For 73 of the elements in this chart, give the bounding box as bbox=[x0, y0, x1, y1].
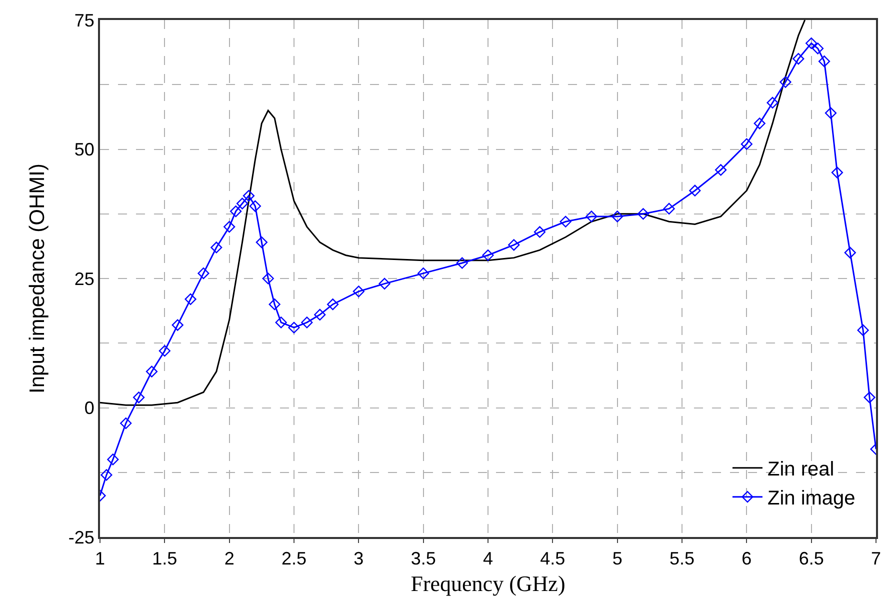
y-tick-label: 0 bbox=[84, 398, 94, 418]
point bbox=[637, 208, 649, 220]
point bbox=[327, 298, 339, 310]
point bbox=[314, 308, 326, 320]
x-tick-label: 2.5 bbox=[281, 548, 307, 569]
point bbox=[275, 316, 287, 328]
point bbox=[224, 221, 236, 233]
point bbox=[818, 56, 830, 68]
point bbox=[230, 205, 242, 218]
point bbox=[824, 107, 837, 119]
point bbox=[586, 210, 598, 222]
point bbox=[158, 345, 170, 357]
x-tick-label: 2 bbox=[224, 548, 234, 569]
x-tick-label: 7 bbox=[870, 548, 882, 569]
point bbox=[352, 286, 364, 298]
point bbox=[482, 249, 494, 262]
point bbox=[715, 164, 727, 176]
x-tick-label: 5.5 bbox=[669, 548, 695, 569]
x-tick-label: 4 bbox=[482, 548, 494, 569]
point bbox=[534, 226, 546, 238]
point bbox=[107, 454, 119, 466]
x-tick-label: 6 bbox=[742, 548, 752, 569]
point bbox=[508, 239, 520, 251]
point bbox=[198, 268, 210, 280]
x-tick-label: 4.5 bbox=[540, 548, 566, 569]
point bbox=[100, 469, 112, 481]
x-tick-label: 3 bbox=[354, 548, 364, 569]
x-tick-label: 1 bbox=[94, 548, 106, 569]
point bbox=[780, 76, 792, 88]
point bbox=[184, 293, 196, 305]
point bbox=[418, 268, 430, 280]
y-tick-label: 50 bbox=[74, 140, 94, 160]
point bbox=[792, 52, 804, 65]
x-tick-label: 6.5 bbox=[798, 548, 824, 569]
point bbox=[301, 316, 313, 328]
point bbox=[831, 166, 843, 178]
point bbox=[844, 246, 856, 258]
point bbox=[812, 42, 824, 54]
legend-label: Zin image bbox=[767, 488, 856, 510]
point bbox=[133, 392, 145, 404]
point bbox=[560, 216, 572, 228]
point bbox=[456, 257, 468, 269]
point bbox=[689, 184, 701, 196]
point bbox=[378, 278, 390, 290]
y-tick-label: 75 bbox=[74, 10, 94, 30]
point bbox=[864, 392, 876, 404]
point bbox=[210, 242, 222, 254]
x-axis-title: Frequency (GHz) bbox=[410, 571, 566, 596]
y-axis-title: Input impedance (OHMI) bbox=[26, 164, 50, 394]
point bbox=[249, 200, 261, 212]
point bbox=[766, 96, 778, 109]
point bbox=[242, 190, 255, 202]
legend-label: Zin real bbox=[767, 458, 834, 481]
point bbox=[288, 322, 300, 334]
point bbox=[146, 366, 158, 378]
x-tick-label: 3.5 bbox=[410, 548, 436, 569]
point bbox=[612, 210, 624, 222]
y-tick-label: -25 bbox=[68, 527, 94, 548]
point bbox=[740, 138, 752, 150]
line-series bbox=[100, 20, 806, 406]
point bbox=[754, 118, 766, 130]
x-tick-label: 5 bbox=[612, 548, 622, 569]
point bbox=[172, 319, 184, 331]
point bbox=[256, 236, 268, 248]
point bbox=[663, 202, 675, 215]
point bbox=[120, 417, 132, 430]
y-tick-label: 25 bbox=[74, 268, 94, 289]
point bbox=[268, 298, 280, 310]
point bbox=[806, 37, 818, 50]
x-tick-label: 1.5 bbox=[152, 548, 178, 569]
point bbox=[857, 324, 869, 336]
point bbox=[236, 198, 248, 210]
point bbox=[262, 272, 274, 284]
